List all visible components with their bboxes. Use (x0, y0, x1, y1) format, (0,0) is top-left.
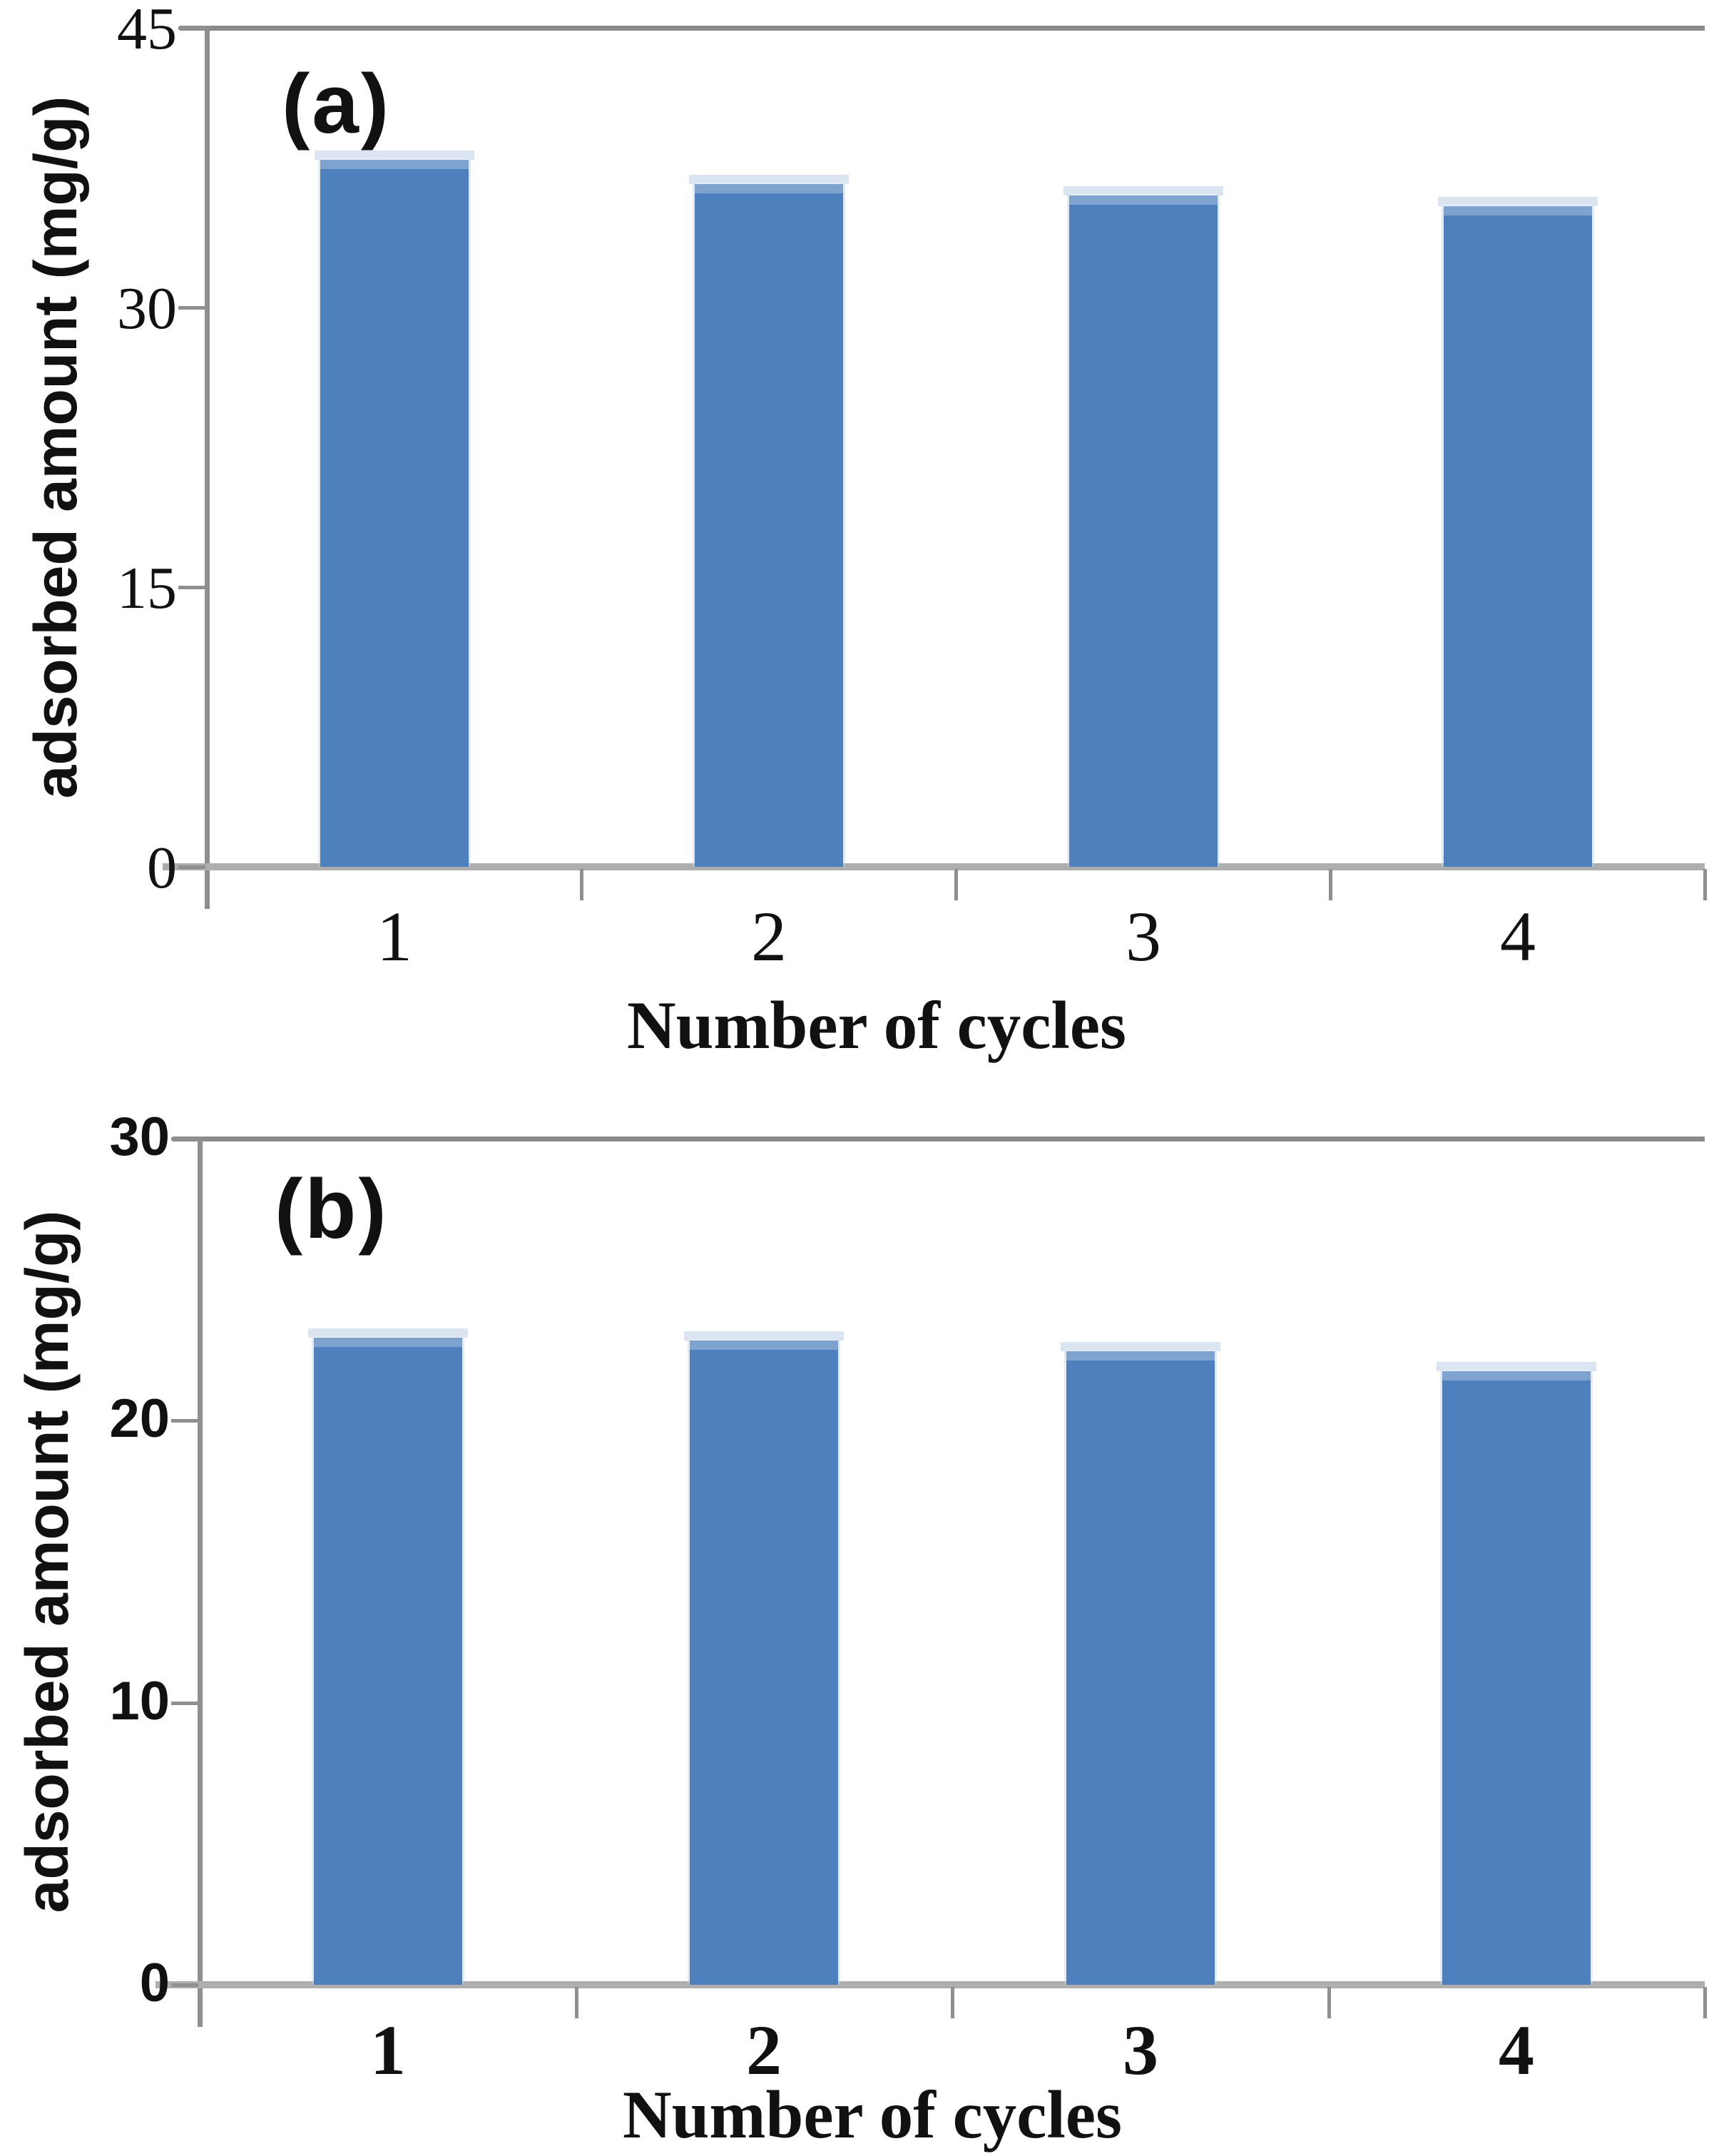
x-category-label: 4 (1500, 897, 1536, 976)
y-tick-label: 30 (117, 275, 177, 342)
x-tick (1703, 1987, 1707, 2018)
x-category-label: 3 (1126, 897, 1161, 976)
x-category-label: 2 (751, 897, 787, 976)
x-tick (1327, 1987, 1331, 2018)
y-axis-line (205, 26, 210, 909)
y-tick (178, 26, 205, 30)
x-tick (951, 1987, 954, 2018)
x-category-label: 2 (746, 2010, 782, 2090)
plot-top-border (180, 26, 1705, 31)
y-tick-label: 20 (109, 1388, 170, 1449)
bar (1061, 1342, 1220, 1985)
x-category-label: 1 (377, 897, 412, 976)
x-axis-title: Number of cycles (622, 2077, 1123, 2152)
x-tick (1329, 869, 1332, 900)
x-axis-line (163, 863, 1705, 870)
bar (1063, 186, 1223, 867)
x-axis-title: Number of cycles (626, 987, 1127, 1063)
y-axis-title: adsorbed amount (mg/g) (14, 1210, 81, 1913)
y-tick (178, 586, 205, 589)
y-tick-label: 45 (117, 0, 177, 62)
bar (1438, 197, 1598, 867)
y-tick (171, 1983, 198, 1987)
x-axis-line (155, 1981, 1705, 1988)
y-tick (171, 1419, 198, 1423)
x-category-label: 4 (1499, 2010, 1534, 2090)
y-tick (178, 306, 205, 310)
plot-top-border (173, 1137, 1705, 1141)
panel-label-a: (a) (282, 57, 392, 151)
x-category-label: 3 (1123, 2010, 1158, 2090)
bar (308, 1328, 468, 1985)
x-tick (575, 1987, 578, 2018)
x-tick (580, 869, 583, 900)
x-tick (954, 869, 958, 900)
bar (1437, 1362, 1596, 1985)
y-tick-label: 0 (139, 1953, 170, 2013)
bar (684, 1331, 844, 1985)
y-tick-label: 30 (109, 1107, 170, 1167)
x-tick (1703, 869, 1707, 900)
y-tick-label: 0 (147, 835, 177, 901)
y-tick-label: 10 (109, 1671, 170, 1732)
y-tick (171, 1702, 198, 1705)
y-axis-line (198, 1137, 203, 2027)
panel-label-b: (b) (275, 1162, 389, 1256)
y-tick (178, 865, 205, 869)
bar (689, 175, 849, 867)
x-category-label: 1 (370, 2010, 406, 2090)
y-tick (171, 1137, 198, 1141)
y-tick-label: 15 (117, 555, 177, 621)
bar (315, 151, 474, 867)
